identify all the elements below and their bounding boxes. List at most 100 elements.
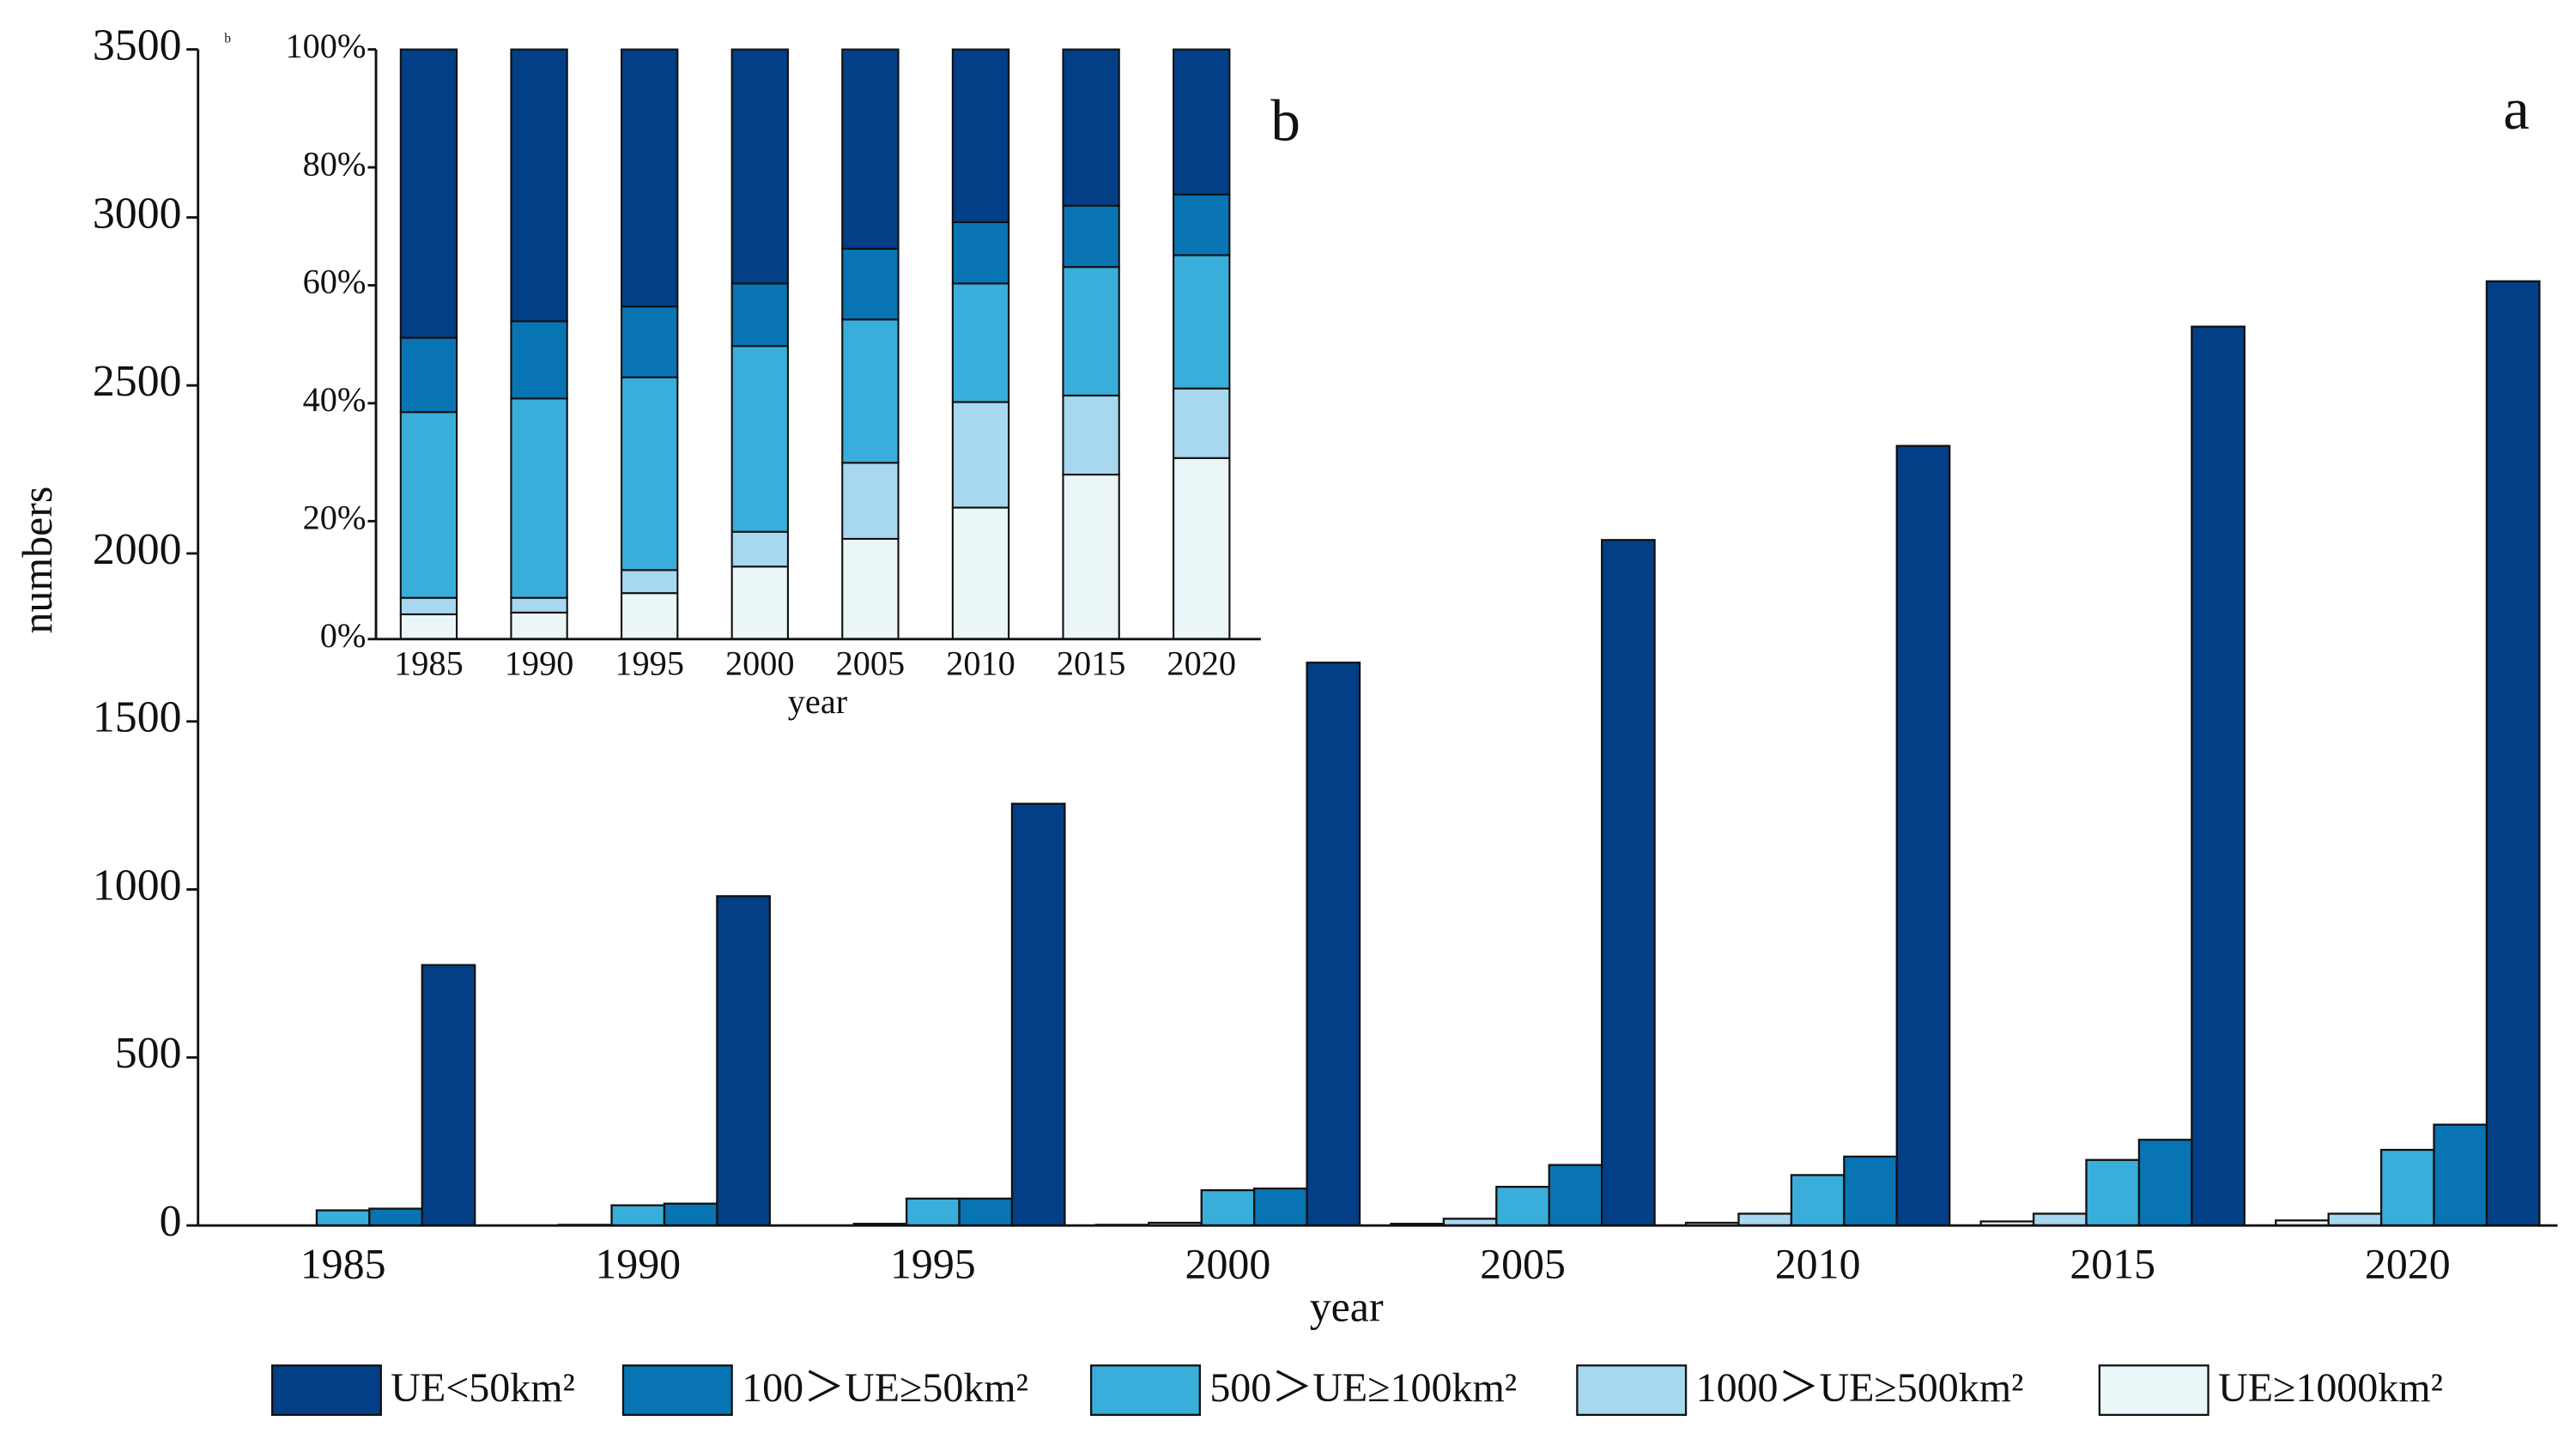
bar-segment (951, 48, 1010, 223)
legend-swatch (621, 1364, 733, 1417)
bar-segment (620, 305, 679, 378)
bar-segment (841, 537, 900, 640)
legend-swatch (2098, 1364, 2209, 1417)
x-tick-label: 1995 (615, 644, 684, 683)
y-tick-label: 500 (115, 1029, 182, 1078)
x-axis-label: year (788, 682, 848, 721)
panel-label: b (1270, 88, 1300, 154)
bar-segment (510, 596, 568, 614)
bar-segment (841, 48, 900, 250)
bar (1790, 1174, 1846, 1227)
x-tick-label: 1995 (890, 1240, 976, 1287)
bar-segment (510, 48, 568, 323)
legend-swatch (1089, 1364, 1201, 1417)
bar-segment (1062, 473, 1120, 640)
bar-segment (620, 569, 679, 595)
bar (2191, 325, 2246, 1227)
bar-segment (510, 397, 568, 599)
bar (1737, 1212, 1793, 1227)
y-tick-label: 100% (286, 27, 367, 65)
bar-segment (841, 247, 900, 321)
bar (958, 1197, 1014, 1227)
bar-segment (1173, 387, 1231, 459)
bar-segment (510, 320, 568, 400)
bar-segment (1173, 193, 1231, 257)
bar (1495, 1185, 1550, 1227)
bar-segment (730, 345, 789, 533)
bar-segment (730, 565, 789, 640)
bar (663, 1202, 718, 1227)
bar-segment (399, 48, 458, 339)
y-tick-label: 3500 (93, 21, 182, 70)
x-tick-label: 2015 (2070, 1240, 2155, 1287)
x-tick-label: 2010 (946, 644, 1015, 683)
bar-segment (841, 462, 900, 541)
bar (1252, 1187, 1308, 1227)
bar (1895, 444, 1951, 1227)
bar-segment (1062, 204, 1120, 269)
x-tick-label: 1985 (300, 1240, 386, 1287)
x-tick-label: 2005 (836, 644, 906, 683)
bar-segment (399, 336, 458, 414)
bar (716, 895, 771, 1227)
y-tick-label: 3000 (93, 189, 182, 238)
y-tick-label: 20% (303, 499, 367, 537)
bar (905, 1197, 961, 1227)
corner-mark: b (224, 32, 231, 46)
bar (2085, 1158, 2141, 1227)
y-tick-label: 60% (303, 263, 367, 301)
bar-segment (620, 592, 679, 640)
legend-label: UE≥1000km² (2218, 1365, 2443, 1411)
bar (1843, 1155, 1898, 1227)
x-tick-label: 2020 (2365, 1240, 2451, 1287)
bar-segment (1173, 457, 1231, 640)
bar-segment (1062, 266, 1120, 397)
bar (368, 1207, 423, 1227)
x-tick-label: 1990 (505, 644, 574, 683)
bar-segment (1173, 48, 1231, 196)
bar-segment (730, 282, 789, 348)
bar-segment (841, 318, 900, 464)
bar (315, 1209, 371, 1227)
x-tick-label: 2010 (1775, 1240, 1861, 1287)
y-tick-label: 0 (160, 1197, 182, 1246)
bar-segment (1062, 48, 1120, 207)
bar-segment (620, 48, 679, 308)
bar-segment (1173, 254, 1231, 390)
legend-label: 1000＞UE≥500km² (1696, 1365, 2024, 1411)
x-tick-label: 2005 (1480, 1240, 1566, 1287)
bar (421, 964, 476, 1227)
y-tick-label: 80% (303, 144, 367, 183)
bar-segment (510, 611, 568, 640)
bar-segment (951, 282, 1010, 403)
legend-swatch (270, 1364, 382, 1417)
bar-segment (951, 221, 1010, 285)
bar (1548, 1164, 1603, 1227)
bar-segment (951, 401, 1010, 509)
bar (1306, 662, 1361, 1227)
bar-segment (399, 613, 458, 640)
bar (2137, 1139, 2193, 1227)
bar (2327, 1212, 2383, 1227)
legend-swatch (1576, 1364, 1688, 1417)
legend-label: 500＞UE≥100km² (1209, 1365, 1517, 1411)
y-tick-label: 2500 (93, 357, 182, 406)
bar (1010, 802, 1066, 1227)
x-tick-label: 1985 (394, 644, 464, 683)
panel-label: a (2503, 76, 2530, 142)
y-tick-label: 2000 (93, 525, 182, 574)
bar (2433, 1123, 2488, 1227)
bar-segment (730, 530, 789, 568)
y-tick-label: 1000 (93, 861, 182, 910)
bar (2032, 1212, 2088, 1227)
y-tick-label: 40% (303, 380, 367, 419)
bar (610, 1204, 666, 1227)
bar (2485, 280, 2541, 1227)
x-tick-label: 2000 (1185, 1240, 1271, 1287)
y-tick-label: 1500 (93, 693, 182, 742)
bar (1200, 1188, 1256, 1227)
bar-segment (1062, 394, 1120, 476)
x-axis-label: year (1310, 1283, 1384, 1330)
bar (2379, 1148, 2435, 1227)
bar (1601, 539, 1656, 1227)
